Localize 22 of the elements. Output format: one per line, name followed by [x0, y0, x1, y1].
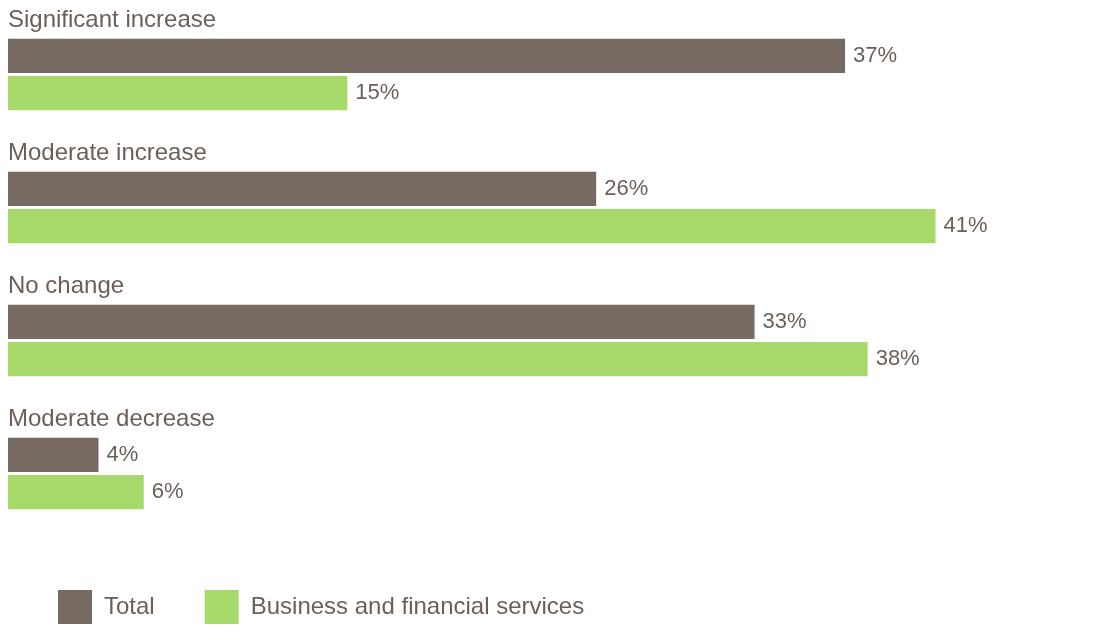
- legend-label: Total: [104, 591, 155, 619]
- y-tick-label: No change: [8, 270, 125, 298]
- data-label: 41%: [943, 212, 988, 238]
- bar: [8, 341, 868, 377]
- bar: [8, 171, 597, 207]
- bar: [8, 208, 936, 244]
- y-tick-label: Significant increase: [8, 4, 217, 32]
- data-label: 33%: [762, 307, 807, 333]
- bar: [8, 474, 144, 510]
- data-label: 6%: [151, 478, 184, 504]
- data-label: 38%: [875, 345, 920, 371]
- y-tick-label: Moderate decrease: [8, 403, 215, 431]
- data-label: 37%: [853, 41, 898, 67]
- y-tick-label: Moderate increase: [8, 137, 207, 165]
- data-label: 26%: [604, 174, 649, 200]
- bar: [8, 38, 846, 74]
- bar: [8, 75, 348, 111]
- data-label: 15%: [355, 79, 400, 105]
- data-label: 4%: [106, 440, 139, 466]
- bar: [8, 437, 99, 473]
- bar: [8, 304, 755, 340]
- legend-label: Business and financial services: [250, 591, 585, 619]
